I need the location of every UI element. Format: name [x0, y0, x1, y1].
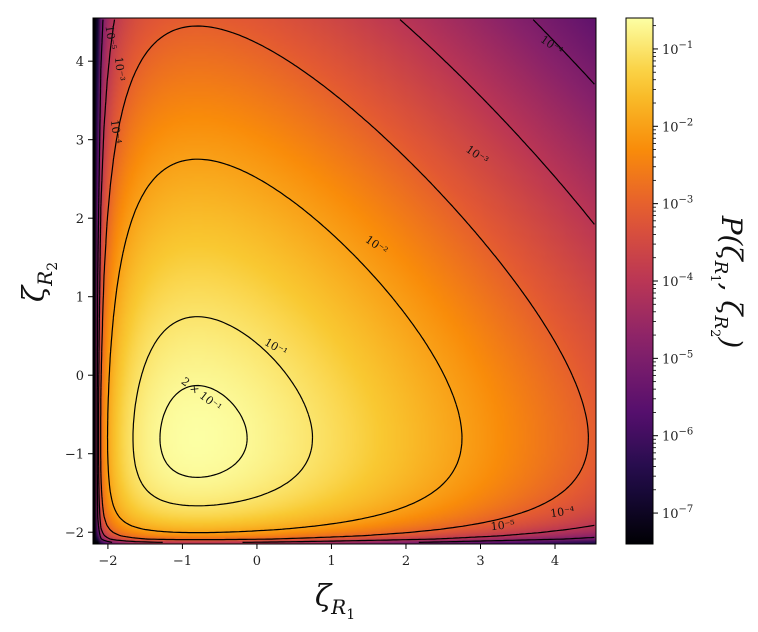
colorbar-tick-label: 10−3: [662, 195, 693, 213]
y-tick-label: 0: [76, 369, 84, 384]
y-axis: −2 −1 0 1 2 3 4: [65, 55, 93, 541]
x-axis-label: ζR1: [315, 579, 355, 623]
contour-line: [132, 316, 314, 507]
x-axis: −2 −1 0 1 2 3 4: [98, 544, 559, 569]
colorbar-ticks: 10−1 10−2 10−3 10−4 10−5 10−6 10−7: [653, 25, 693, 522]
y-tick-label: 2: [76, 212, 84, 227]
x-tick-label: 4: [551, 554, 559, 569]
y-tick-label: 1: [76, 291, 84, 306]
x-tick-label: 3: [476, 554, 484, 569]
contour-line: [96, 19, 595, 543]
colorbar-tick-label: 10−4: [662, 272, 693, 290]
colorbar-tick-label: 10−1: [662, 40, 693, 58]
contour-label: 10⁻⁴: [550, 504, 576, 520]
colorbar-tick-label: 10−2: [662, 117, 693, 135]
x-tick-label: 2: [402, 554, 410, 569]
y-tick-label: 4: [76, 55, 84, 70]
contour-line: [98, 19, 595, 543]
contour-lines: [96, 19, 595, 543]
contour-line: [159, 384, 248, 478]
x-tick-label: −2: [98, 554, 117, 569]
contour-label: 10⁻⁵: [103, 25, 119, 51]
colorbar-gradient: [625, 17, 654, 545]
y-tick-label: −2: [65, 526, 84, 541]
density-heatmap: [93, 18, 596, 544]
x-tick-label: 0: [253, 554, 261, 569]
contour-label: 10⁻⁴: [108, 119, 124, 145]
x-tick-label: 1: [327, 554, 335, 569]
y-tick-label: −1: [65, 448, 84, 463]
contour-line: [100, 25, 589, 541]
plot-frame: [92, 17, 597, 545]
plot-area: 2 × 10⁻¹10⁻¹10⁻²10⁻³10⁻⁴10⁻⁴10⁻⁵10⁻⁵10⁻⁴…: [92, 17, 597, 545]
colorbar-label: P(ζR1, ζR2): [707, 215, 748, 349]
colorbar-tick-label: 10−5: [662, 349, 693, 367]
colorbar-tick-label: 10−6: [662, 427, 693, 445]
colorbar-tick-label: 10−7: [662, 504, 693, 522]
x-tick-label: −1: [173, 554, 192, 569]
contour-label: 10⁻⁵: [490, 518, 515, 533]
y-tick-label: 3: [76, 134, 84, 149]
contour-line: [106, 158, 463, 534]
colorbar: 10−1 10−2 10−3 10−4 10−5 10−6 10−7 P(ζR1, ζR2): [625, 17, 748, 545]
contour-label: 10⁻³: [112, 56, 127, 81]
y-axis-label: ζR2: [17, 262, 61, 302]
